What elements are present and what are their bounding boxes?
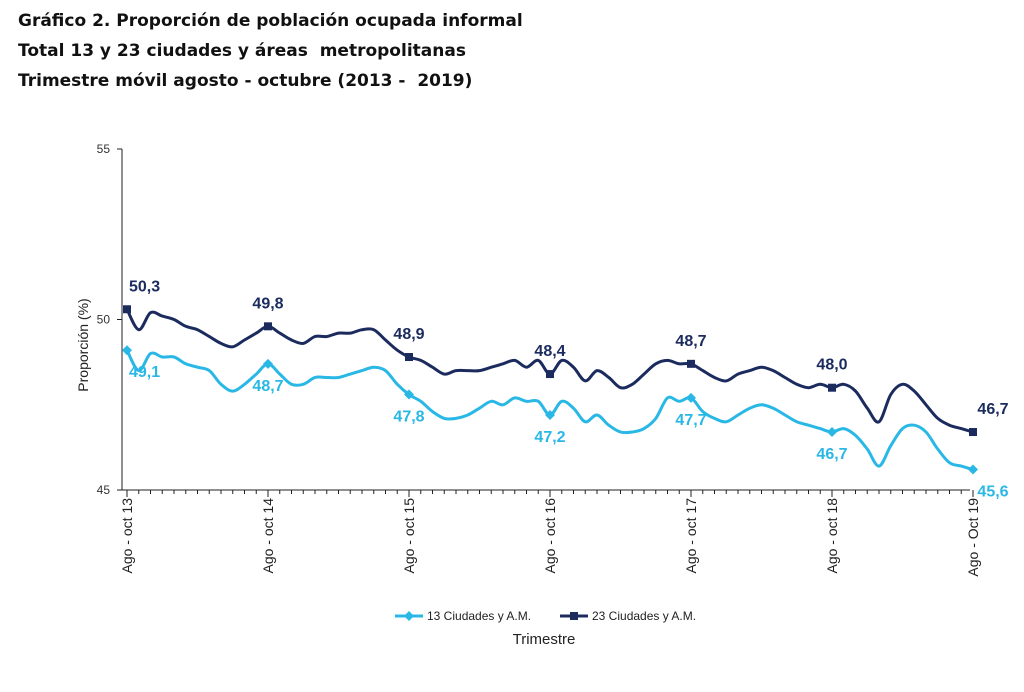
data-point-marker <box>969 428 977 437</box>
data-label: 46,7 <box>816 446 847 463</box>
chart-axes: 45 50 55 Ago - oct 13 Ago - oct 14 Ago - oct … <box>97 142 981 577</box>
data-point-marker <box>686 392 696 403</box>
data-label: 48,9 <box>393 326 424 343</box>
y-tick-label: 45 <box>97 483 111 497</box>
data-label: 48,7 <box>252 378 283 395</box>
y-axis-label: Proporción (%) <box>75 298 91 391</box>
legend-marker <box>570 612 578 620</box>
x-tick-label: Ago - oct 17 <box>683 498 699 574</box>
data-point-marker <box>404 389 414 400</box>
chart-subtitle: Total 13 y 23 ciudades y áreas metropoli… <box>18 41 466 61</box>
legend-marker <box>404 611 414 621</box>
data-label: 47,2 <box>534 429 565 446</box>
data-point-marker <box>545 409 555 420</box>
y-tick-label: 50 <box>97 313 111 327</box>
data-point-marker <box>687 359 695 368</box>
chart-series <box>122 305 978 475</box>
data-point-marker <box>123 305 131 314</box>
y-tick-label: 55 <box>97 142 111 156</box>
data-label: 49,1 <box>129 364 160 381</box>
data-label: 48,0 <box>816 357 847 374</box>
data-point-marker <box>546 370 554 379</box>
data-point-marker <box>405 353 413 362</box>
data-label: 50,3 <box>129 278 160 295</box>
data-point-marker <box>968 464 978 475</box>
data-point-marker <box>264 322 272 331</box>
x-tick-label: Ago - oct 18 <box>824 498 840 574</box>
data-point-marker <box>122 345 132 356</box>
x-tick-label: Ago - oct 15 <box>401 498 417 574</box>
data-label: 49,8 <box>252 295 283 312</box>
data-label: 48,7 <box>675 333 706 350</box>
data-labels: 49,1 48,7 47,8 47,2 47,7 46,7 45,6 50,3 49,8 48,9… <box>129 278 1009 500</box>
x-tick-label: Ago - oct 13 <box>119 498 135 574</box>
x-axis-label: Trimestre <box>513 631 576 648</box>
chart-legend: 13 Ciudades y A.M. 23 Ciudades y A.M. <box>395 609 696 623</box>
x-tick-label: Ago - oct 16 <box>542 498 558 574</box>
x-tick-label: Ago - oct 14 <box>260 498 276 574</box>
data-label: 48,4 <box>534 343 565 360</box>
data-label: 46,7 <box>977 401 1008 418</box>
data-point-marker <box>263 358 273 369</box>
data-point-marker <box>828 383 836 392</box>
chart-title-block: Gráfico 2. Proporción de población ocupa… <box>18 6 523 96</box>
data-point-marker <box>827 427 837 438</box>
data-label: 47,7 <box>675 412 706 429</box>
x-tick-label: Ago - Oct 19 <box>965 498 981 577</box>
legend-label: 23 Ciudades y A.M. <box>592 609 696 623</box>
data-label: 45,6 <box>977 484 1008 501</box>
chart-period: Trimestre móvil agosto - octubre (2013 -… <box>18 71 473 91</box>
legend-label: 13 Ciudades y A.M. <box>427 609 531 623</box>
data-label: 47,8 <box>393 409 424 426</box>
chart-title: Gráfico 2. Proporción de población ocupa… <box>18 11 523 31</box>
